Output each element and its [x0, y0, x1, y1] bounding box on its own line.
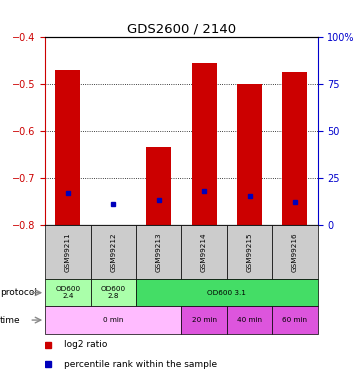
Text: percentile rank within the sample: percentile rank within the sample: [64, 360, 217, 369]
Bar: [146, 147, 171, 225]
Text: GSM99211: GSM99211: [65, 232, 71, 272]
Bar: [55, 70, 81, 225]
Bar: [182, 225, 227, 279]
Bar: [282, 72, 308, 225]
Text: log2 ratio: log2 ratio: [64, 340, 108, 349]
Bar: [272, 306, 318, 334]
Text: OD600 3.1: OD600 3.1: [207, 290, 246, 296]
Bar: [227, 225, 272, 279]
Bar: [91, 225, 136, 279]
Bar: [227, 306, 272, 334]
Bar: [45, 306, 182, 334]
Text: GSM99216: GSM99216: [292, 232, 298, 272]
Text: OD600
2.8: OD600 2.8: [101, 286, 126, 299]
Text: time: time: [0, 316, 21, 324]
Text: 60 min: 60 min: [282, 317, 308, 323]
Bar: [272, 225, 318, 279]
Bar: [237, 84, 262, 225]
Text: GSM99212: GSM99212: [110, 232, 116, 272]
Bar: [45, 225, 91, 279]
Bar: [91, 279, 136, 306]
Text: GSM99213: GSM99213: [156, 232, 162, 272]
Bar: [136, 225, 182, 279]
Bar: [136, 279, 318, 306]
Text: 40 min: 40 min: [237, 317, 262, 323]
Text: protocol: protocol: [0, 288, 37, 297]
Bar: [45, 279, 91, 306]
Text: OD600
2.4: OD600 2.4: [55, 286, 81, 299]
Text: GSM99214: GSM99214: [201, 232, 207, 272]
Text: 0 min: 0 min: [103, 317, 123, 323]
Text: GSM99215: GSM99215: [247, 232, 253, 272]
Title: GDS2600 / 2140: GDS2600 / 2140: [127, 23, 236, 36]
Bar: [192, 63, 217, 225]
Bar: [182, 306, 227, 334]
Text: 20 min: 20 min: [192, 317, 217, 323]
